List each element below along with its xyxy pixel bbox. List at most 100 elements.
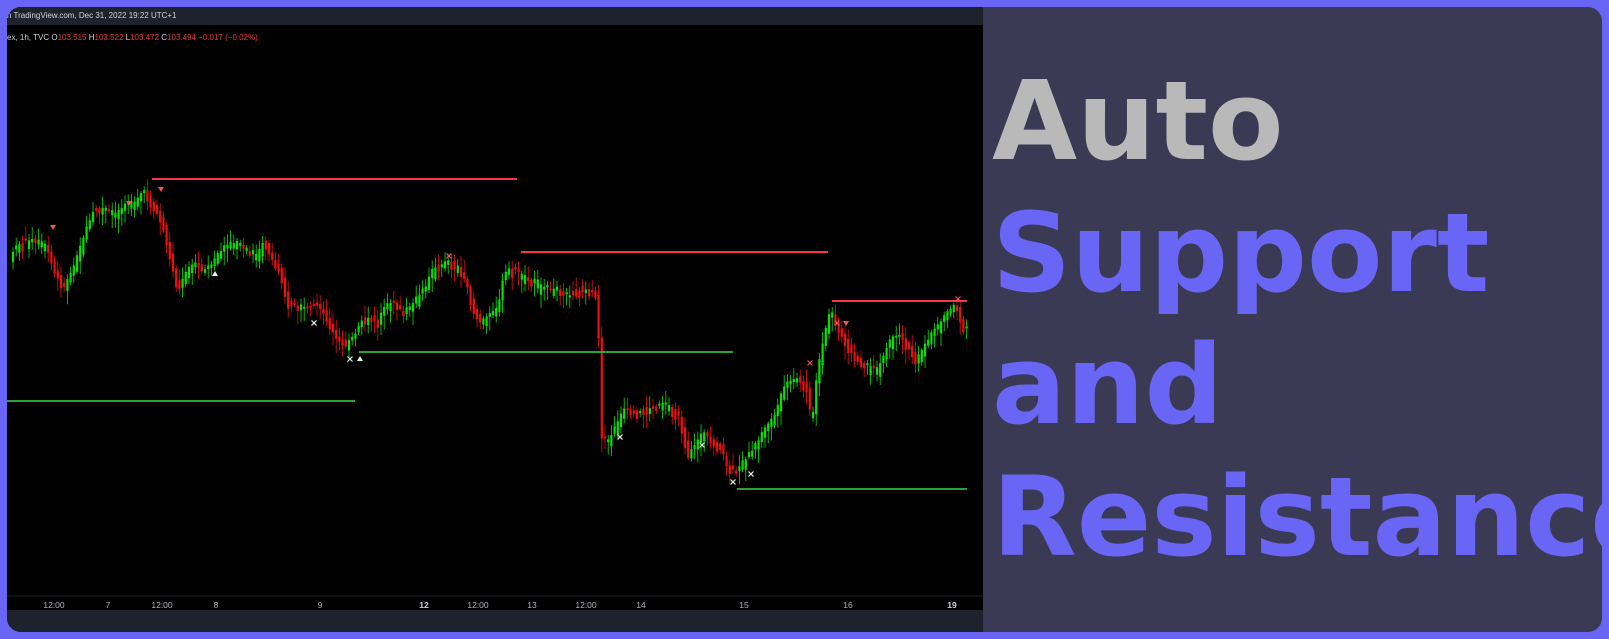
- candle-body: [648, 408, 651, 414]
- candle-body: [770, 418, 773, 427]
- candle-body: [261, 243, 264, 257]
- candle-body: [626, 408, 629, 411]
- levels: [7, 178, 967, 490]
- candle-body: [373, 315, 376, 321]
- candle-body: [655, 406, 658, 411]
- candle-body: [527, 277, 530, 282]
- candle-body: [363, 317, 367, 325]
- candle-body: [491, 311, 495, 316]
- candle-body: [367, 317, 370, 326]
- candle-body: [264, 240, 267, 250]
- candle-body: [587, 289, 591, 297]
- candle-body: [856, 355, 859, 362]
- candle-body: [555, 286, 559, 291]
- candle-body: [792, 379, 795, 382]
- cross-marker: [699, 442, 705, 448]
- candle-body: [325, 309, 328, 322]
- candle-body: [722, 444, 725, 455]
- candle-body: [219, 251, 223, 259]
- candle-body: [149, 196, 152, 208]
- candle-body: [565, 292, 568, 295]
- low-label: L: [125, 33, 131, 42]
- candle-body: [917, 354, 920, 364]
- candle-body: [63, 282, 66, 288]
- candle-body: [533, 278, 536, 284]
- candle-body: [511, 268, 514, 279]
- candle-body: [693, 445, 696, 450]
- candle-body: [907, 342, 911, 350]
- candle-body: [485, 316, 488, 327]
- candle-body: [619, 413, 623, 427]
- candle-body: [235, 241, 239, 250]
- cross-marker: [955, 296, 961, 302]
- chart-panel: n TradingView.com, Dec 31, 2022 19:22 UT…: [7, 7, 983, 632]
- candle-body: [111, 210, 114, 216]
- candle-body: [328, 318, 331, 330]
- signal-markers: [50, 187, 961, 485]
- candle-body: [79, 245, 82, 262]
- candle-body: [645, 406, 648, 415]
- title-line-2: Support: [992, 189, 1490, 317]
- candle-body: [178, 280, 181, 290]
- candle-body: [37, 239, 40, 245]
- candle-body: [859, 358, 863, 368]
- candle-body: [24, 238, 27, 241]
- candle-body: [482, 318, 485, 325]
- candle-body: [920, 349, 923, 363]
- candle-body: [875, 367, 879, 375]
- candle-body: [933, 328, 936, 336]
- title-line-4: Resistance: [992, 453, 1602, 581]
- candle-body: [75, 255, 79, 272]
- source-text: n TradingView.com, Dec 31, 2022 19:22 UT…: [7, 11, 177, 20]
- candle-body: [767, 423, 770, 432]
- candle-body: [632, 410, 635, 414]
- candle-body: [31, 239, 34, 243]
- candle-body: [469, 287, 472, 306]
- candle-body: [850, 344, 853, 353]
- candle-body: [399, 304, 402, 310]
- candle-body: [949, 309, 952, 314]
- candle-body: [571, 290, 575, 296]
- candle-body: [34, 238, 37, 244]
- title-block: Auto Support and Resistance: [992, 55, 1602, 583]
- candle-body: [488, 313, 491, 317]
- candle-body: [821, 343, 824, 365]
- candle-body: [258, 248, 261, 262]
- candle-body: [459, 267, 463, 277]
- candle-body: [443, 261, 447, 269]
- candle-body: [687, 440, 690, 458]
- candle-body: [773, 414, 776, 426]
- candle-body: [696, 439, 699, 450]
- candle-body: [671, 407, 674, 417]
- candle-body: [818, 359, 821, 384]
- candle-body: [171, 253, 175, 272]
- candle-body: [91, 211, 95, 223]
- title-line-3: and: [992, 321, 1224, 449]
- candle-body: [306, 306, 309, 309]
- candle-body: [27, 240, 31, 250]
- candle-body: [411, 303, 415, 312]
- candle-body: [754, 443, 757, 450]
- candle-body: [501, 280, 504, 301]
- candle-body: [661, 402, 664, 411]
- candle-body: [47, 244, 50, 253]
- candle-body: [517, 268, 520, 273]
- candle-body: [152, 201, 155, 212]
- candle-body: [863, 363, 866, 369]
- candle-body: [667, 405, 671, 412]
- candle-body: [213, 258, 216, 266]
- candle-body: [898, 334, 901, 337]
- candle-body: [536, 279, 539, 289]
- candle-body: [703, 432, 706, 442]
- open-label: O: [51, 33, 58, 42]
- close-value: 103.494: [167, 33, 196, 42]
- candle-body: [383, 307, 386, 316]
- candle-body: [952, 304, 955, 313]
- candlestick-chart: 12:00 7 12:00 8 9 12 12:00 13 12:00 14 15 16 19: [7, 178, 983, 610]
- candle-body: [466, 278, 469, 288]
- candle-body: [453, 260, 456, 270]
- candle-body: [130, 201, 133, 209]
- candle-body: [155, 205, 159, 214]
- candle-body: [507, 268, 511, 275]
- candle-body: [143, 190, 146, 194]
